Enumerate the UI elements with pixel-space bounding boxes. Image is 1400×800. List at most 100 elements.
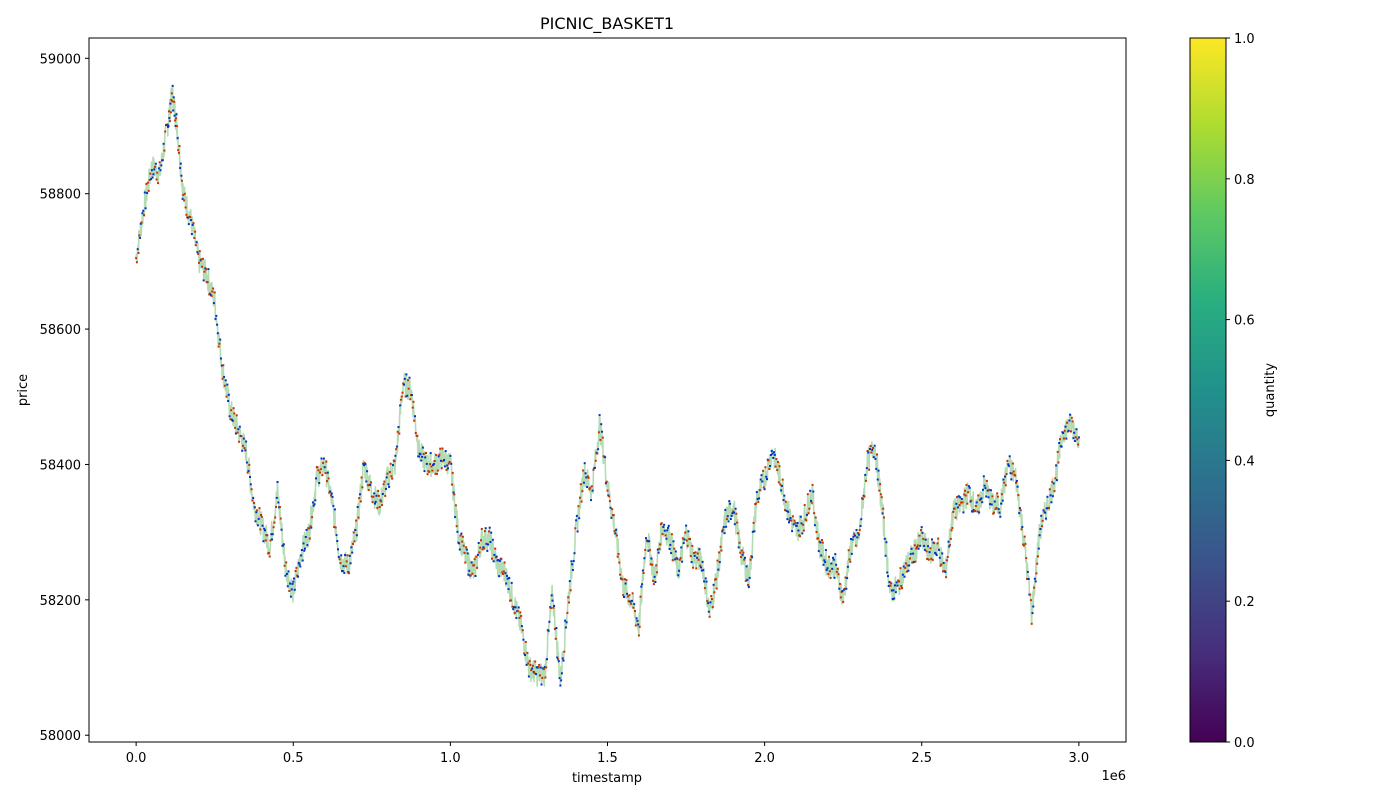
trade-marker xyxy=(985,479,988,482)
trade-marker xyxy=(793,519,796,522)
trade-marker xyxy=(819,541,822,544)
trade-marker xyxy=(175,113,178,116)
trade-marker xyxy=(692,566,695,569)
trade-marker xyxy=(332,504,335,507)
trade-marker xyxy=(223,384,226,387)
trade-marker xyxy=(658,548,661,550)
trade-marker xyxy=(219,338,222,341)
trade-marker xyxy=(535,673,537,676)
trade-marker xyxy=(322,457,325,460)
trade-marker xyxy=(1073,431,1076,434)
trade-marker xyxy=(495,555,498,558)
trade-marker xyxy=(647,549,650,552)
trade-marker xyxy=(511,605,514,608)
trade-marker xyxy=(316,466,319,469)
trade-marker xyxy=(207,268,210,271)
trade-marker xyxy=(260,514,262,516)
trade-marker xyxy=(462,544,465,547)
trade-marker xyxy=(685,539,688,542)
trade-marker xyxy=(1048,506,1050,509)
trade-marker xyxy=(325,460,328,463)
trade-marker xyxy=(1035,572,1038,575)
trade-marker xyxy=(810,499,812,502)
trade-marker xyxy=(639,595,642,598)
trade-marker xyxy=(184,206,187,209)
trade-marker xyxy=(935,554,938,557)
trade-marker xyxy=(579,483,582,486)
trade-marker xyxy=(608,495,611,498)
trade-marker xyxy=(1064,425,1067,428)
x-tick-label: 2.0 xyxy=(754,751,775,766)
price-line xyxy=(135,85,1080,687)
trade-marker xyxy=(1001,499,1004,502)
trade-marker xyxy=(423,470,426,473)
trade-marker xyxy=(250,488,253,491)
trade-marker xyxy=(202,279,205,282)
trade-marker xyxy=(991,495,994,498)
colorbar-tick-label: 0.2 xyxy=(1234,595,1255,610)
trade-marker xyxy=(460,532,463,535)
trade-marker xyxy=(326,471,329,474)
trade-marker xyxy=(645,537,647,540)
trade-marker xyxy=(817,537,819,540)
trade-marker xyxy=(510,581,513,584)
x-axis-label: timestamp xyxy=(572,771,642,786)
trade-marker xyxy=(1024,542,1027,545)
trade-marker xyxy=(142,209,145,212)
trade-marker xyxy=(584,472,587,475)
trade-marker xyxy=(942,570,944,573)
trade-marker xyxy=(1048,488,1051,491)
trade-marker xyxy=(930,557,933,560)
trade-marker xyxy=(448,461,451,463)
trade-marker xyxy=(696,556,699,559)
trade-marker xyxy=(612,514,615,517)
trade-marker xyxy=(1015,480,1018,482)
trade-marker xyxy=(1010,478,1013,481)
trade-marker xyxy=(709,601,712,604)
trade-marker xyxy=(993,511,995,514)
trade-marker xyxy=(298,563,301,566)
trade-marker xyxy=(1044,517,1047,520)
trade-marker xyxy=(1020,528,1023,531)
trade-marker xyxy=(500,557,503,560)
trade-marker xyxy=(571,569,574,571)
trade-marker xyxy=(870,451,873,454)
trade-marker xyxy=(569,589,572,592)
trade-marker xyxy=(891,598,894,600)
trade-marker xyxy=(605,480,608,483)
trade-marker xyxy=(175,117,177,120)
trade-marker xyxy=(992,512,995,515)
trade-marker xyxy=(810,501,813,504)
trade-marker xyxy=(543,666,546,669)
trade-marker xyxy=(537,666,540,668)
trade-marker xyxy=(158,161,161,164)
trade-marker xyxy=(397,426,400,428)
trade-marker xyxy=(761,480,764,483)
trade-marker xyxy=(419,453,422,456)
trade-marker xyxy=(520,615,523,617)
trade-marker xyxy=(493,553,496,556)
trade-marker xyxy=(153,168,156,171)
trade-marker xyxy=(348,572,350,575)
trade-marker xyxy=(581,490,584,493)
trade-marker xyxy=(951,527,954,529)
trade-marker xyxy=(699,564,702,567)
trade-marker xyxy=(519,611,522,614)
x-tick-label: 0.5 xyxy=(283,751,304,766)
trade-marker xyxy=(541,676,544,679)
trade-marker xyxy=(548,620,551,623)
trade-marker xyxy=(530,669,533,672)
trade-marker xyxy=(289,582,292,585)
trade-marker xyxy=(997,508,1000,511)
trade-marker xyxy=(296,574,299,577)
trade-marker xyxy=(149,172,152,175)
trade-marker xyxy=(459,534,462,537)
trade-marker xyxy=(884,554,887,557)
trade-marker xyxy=(736,532,739,535)
trade-marker xyxy=(920,529,922,532)
trade-marker xyxy=(1026,570,1029,573)
trade-marker xyxy=(725,518,728,521)
trade-marker xyxy=(813,512,816,515)
trade-marker xyxy=(367,489,370,491)
trade-marker xyxy=(621,578,624,581)
